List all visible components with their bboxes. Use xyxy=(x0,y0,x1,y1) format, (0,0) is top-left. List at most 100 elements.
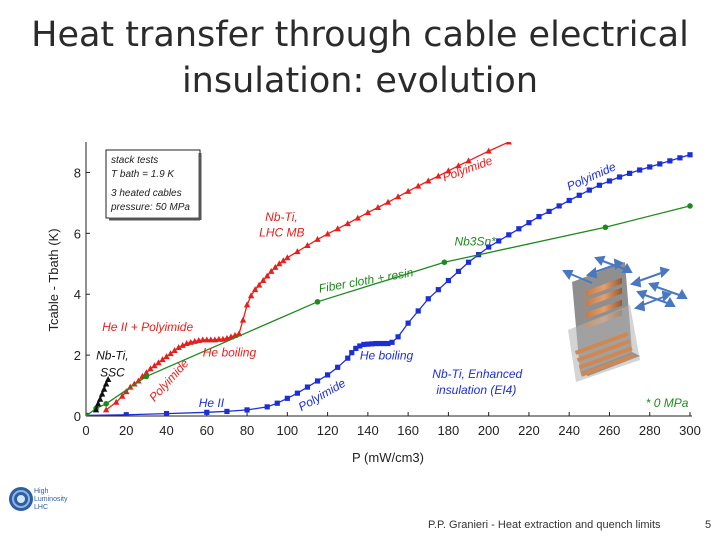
series-3 xyxy=(92,375,112,413)
logo-line-1: High xyxy=(34,488,49,495)
data-point xyxy=(227,333,235,340)
data-point xyxy=(374,203,382,210)
data-point xyxy=(526,220,532,226)
data-point xyxy=(204,409,210,415)
annotation-label: Nb-Ti, Enhanced xyxy=(432,367,522,381)
annotation-label: He boiling xyxy=(203,346,257,360)
data-point xyxy=(425,177,432,184)
x-tick-label: 180 xyxy=(438,423,460,438)
logo-line-2: Luminosity xyxy=(34,496,68,503)
data-point xyxy=(516,226,522,232)
x-tick-label: 240 xyxy=(558,423,580,438)
data-point xyxy=(102,380,110,387)
legend-line-stack-tests: stack tests xyxy=(111,155,158,166)
data-point xyxy=(151,362,158,369)
y-axis-label: Tcable - Tbath (K) xyxy=(46,228,61,331)
title-line-1: Heat transfer through cable electrical xyxy=(31,15,689,55)
data-point xyxy=(606,178,613,184)
data-point xyxy=(647,164,653,170)
data-point xyxy=(586,187,592,193)
legend-line-heated-cables: 3 heated cables xyxy=(111,188,182,199)
data-point xyxy=(314,378,321,384)
data-point xyxy=(349,350,355,356)
data-point xyxy=(268,267,275,274)
data-point xyxy=(667,158,673,164)
title-line-2: insulation: evolution xyxy=(181,61,539,101)
data-point xyxy=(616,174,623,180)
x-tick-label: 260 xyxy=(599,423,621,438)
data-point xyxy=(207,336,215,343)
data-point xyxy=(304,384,311,390)
data-point xyxy=(415,308,421,314)
data-point xyxy=(119,392,126,399)
data-point xyxy=(304,242,311,249)
data-point xyxy=(405,320,411,326)
data-point xyxy=(395,334,401,340)
x-tick-label: 220 xyxy=(518,423,540,438)
y-tick-label: 2 xyxy=(74,348,81,363)
data-point xyxy=(147,365,154,372)
data-point xyxy=(394,193,402,200)
annotation-label: Polyimide xyxy=(296,376,348,414)
data-point xyxy=(104,375,112,382)
data-point xyxy=(167,350,174,357)
data-point xyxy=(255,281,263,288)
data-point xyxy=(259,277,267,284)
inset-legend: stack tests T bath = 1.9 K 3 heated cabl… xyxy=(105,149,202,221)
data-point xyxy=(215,335,223,342)
annotation-label: insulation (EI4) xyxy=(436,383,516,397)
series-1 xyxy=(86,152,693,416)
data-point xyxy=(627,170,633,176)
data-point xyxy=(486,244,492,250)
data-point xyxy=(496,238,502,244)
data-point xyxy=(86,413,89,416)
data-point xyxy=(159,356,166,363)
data-point xyxy=(163,353,170,360)
data-point xyxy=(284,395,290,401)
data-point xyxy=(224,408,230,415)
data-point xyxy=(485,147,492,154)
annotation-label: SSC xyxy=(100,365,125,379)
annotation-label: He boiling xyxy=(360,349,414,363)
data-point xyxy=(435,287,441,293)
footer-text: P.P. Granieri - Heat extraction and quen… xyxy=(428,519,661,531)
data-point xyxy=(364,209,372,216)
data-point xyxy=(325,372,331,378)
data-point xyxy=(435,172,442,179)
data-point xyxy=(334,225,341,232)
data-point xyxy=(96,395,104,402)
data-point xyxy=(415,182,422,189)
annotation-label: * 0 MPa xyxy=(646,396,689,410)
x-tick-label: 140 xyxy=(357,423,379,438)
annotation-label: Polyimide xyxy=(146,356,191,404)
data-point xyxy=(335,364,341,370)
data-point xyxy=(280,257,287,264)
data-point xyxy=(98,390,106,397)
x-tick-label: 40 xyxy=(159,423,173,438)
y-tick-label: 4 xyxy=(74,287,81,302)
data-point xyxy=(92,406,100,413)
data-point xyxy=(404,187,412,194)
axes: 0 20 40 60 80 100 120 140 160 180 200 220 240 260 280 3… xyxy=(46,142,701,465)
x-tick-label: 120 xyxy=(317,423,339,438)
series-0 xyxy=(102,142,512,413)
data-point xyxy=(231,331,239,338)
data-point xyxy=(441,259,448,266)
data-point xyxy=(576,192,582,198)
annotation-label: Polyimide xyxy=(441,153,495,184)
data-point xyxy=(123,412,129,416)
annotation-label: Nb3Sn* xyxy=(454,235,496,249)
logo-line-3: LHC xyxy=(34,504,49,511)
data-point xyxy=(243,301,251,308)
data-point xyxy=(244,407,250,413)
data-point xyxy=(465,157,472,164)
annotation-label: Fiber cloth + resin xyxy=(318,265,415,295)
x-tick-label: 280 xyxy=(639,423,661,438)
cable-stack-illustration xyxy=(562,255,688,382)
data-point xyxy=(687,152,693,158)
data-point xyxy=(345,355,351,361)
data-point xyxy=(373,340,379,347)
data-point xyxy=(143,369,150,376)
data-point xyxy=(455,162,462,169)
data-point xyxy=(389,339,395,345)
